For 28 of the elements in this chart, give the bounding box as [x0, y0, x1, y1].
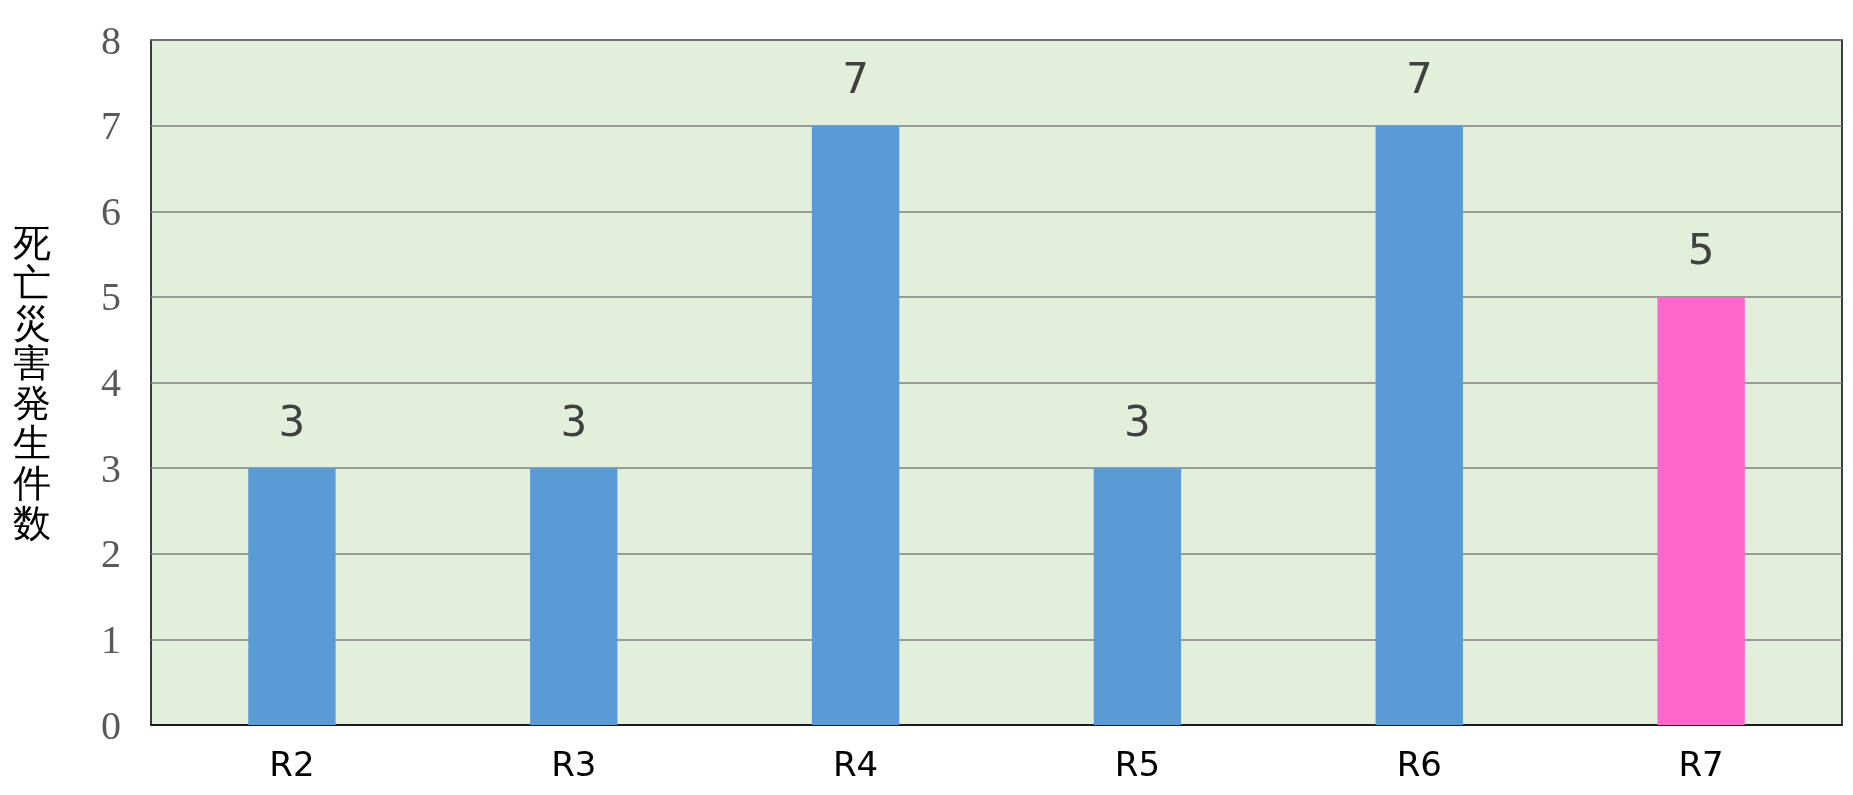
y-tick-label: 3 [101, 445, 121, 491]
data-label: 7 [842, 54, 869, 104]
x-tick-label: R3 [551, 744, 597, 784]
data-label: 3 [560, 396, 588, 446]
y-tick-label: 8 [101, 17, 121, 63]
x-tick-label: R5 [1114, 744, 1161, 784]
bar [1093, 468, 1182, 725]
bar [248, 468, 336, 725]
y-tick-label: 4 [101, 360, 121, 405]
y-tick-label: 7 [101, 103, 121, 149]
bar [1375, 125, 1463, 725]
data-label: 5 [1687, 225, 1715, 275]
y-axis-title: 死亡災害発生件数 [13, 220, 51, 545]
bar [811, 125, 900, 725]
x-tick-label: R7 [1678, 744, 1724, 784]
x-tick-label: R4 [832, 744, 879, 784]
data-label: 7 [1405, 54, 1433, 104]
y-tick-label: 5 [101, 274, 121, 320]
bar [530, 468, 618, 725]
data-label: 3 [1124, 396, 1151, 446]
y-tick-label: 1 [101, 616, 121, 662]
y-tick-label: 2 [101, 531, 121, 577]
x-tick-label: R2 [269, 744, 315, 784]
bar [1657, 296, 1745, 725]
y-tick-label: 6 [101, 188, 121, 234]
x-tick-label: R6 [1396, 744, 1442, 784]
data-label: 3 [278, 396, 306, 446]
y-tick-label: 0 [101, 702, 121, 748]
